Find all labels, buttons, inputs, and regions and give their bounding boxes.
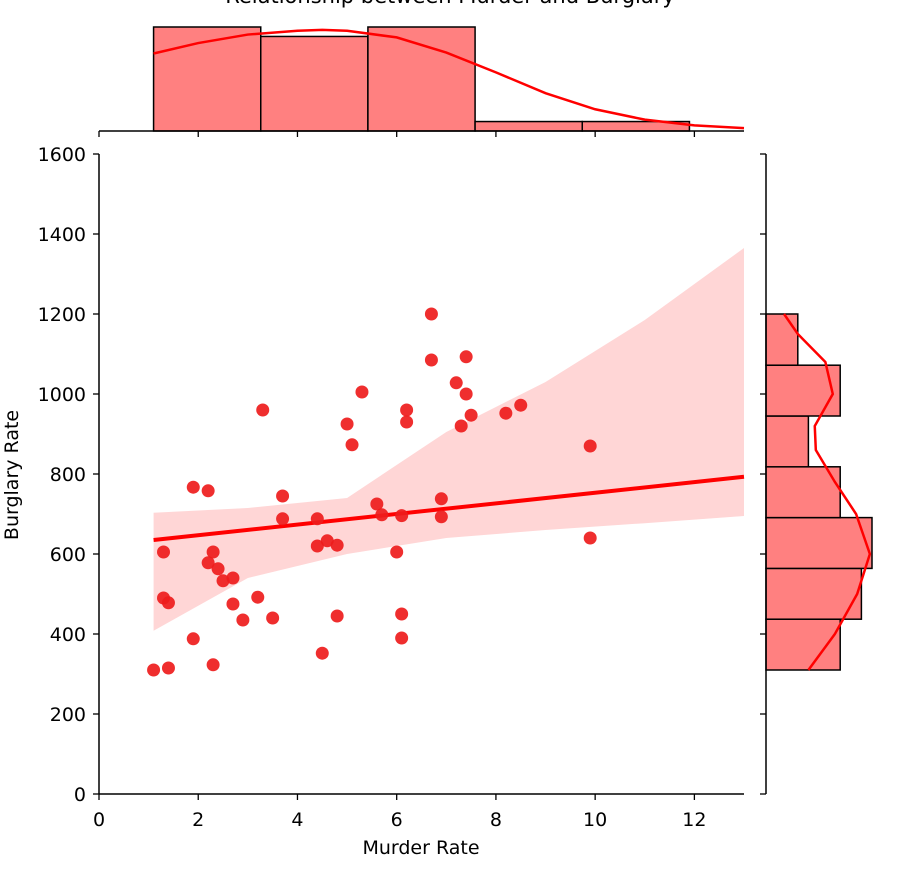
scatter-point [201, 484, 215, 498]
scatter-point [276, 489, 290, 503]
x-tick-label: 0 [93, 809, 105, 831]
y-tick-label: 200 [50, 704, 86, 726]
scatter-point [236, 613, 250, 627]
x-axis-label: Murder Rate [362, 837, 479, 859]
x-tick-label: 10 [583, 809, 607, 831]
scatter-point [459, 350, 473, 364]
scatter-point [499, 406, 513, 420]
right-hist-bar [765, 618, 841, 671]
top-kde-curve [153, 28, 745, 130]
top-marginal-histogram [98, 26, 745, 137]
y-tick-label: 1400 [38, 224, 86, 246]
scatter-point [340, 417, 354, 431]
y-tick-label: 0 [74, 784, 86, 806]
scatter-point [310, 512, 324, 526]
scatter-point [355, 385, 369, 399]
scatter-point [147, 663, 161, 677]
scatter-point [276, 512, 290, 526]
regression-line [153, 474, 745, 542]
scatter-point [424, 307, 438, 321]
scatter-point [211, 562, 225, 576]
top-hist-bar [474, 120, 584, 132]
x-tick-label: 12 [682, 809, 706, 831]
scatter-point [226, 571, 240, 585]
scatter-point [315, 646, 329, 660]
scatter-point [395, 607, 409, 621]
scatter-point [449, 376, 463, 390]
right-hist-bar [765, 516, 873, 570]
confidence-band [153, 248, 745, 631]
scatter-point [310, 539, 324, 553]
chart-title: Relationship between Murder and Burglary [225, 0, 675, 8]
scatter-point [216, 574, 230, 588]
scatter-point [390, 545, 404, 559]
scatter-point [206, 545, 220, 559]
scatter-point [400, 403, 414, 417]
y-tick-label: 400 [50, 624, 86, 646]
scatter-point [459, 387, 473, 401]
y-tick-label: 600 [50, 544, 86, 566]
y-tick-label: 1200 [38, 304, 86, 326]
scatter-point [400, 415, 414, 429]
scatter-point [161, 596, 175, 610]
right-marginal-histogram [760, 153, 873, 795]
scatter-point [370, 497, 384, 511]
scatter-point [226, 597, 240, 611]
scatter-point [395, 509, 409, 523]
top-hist-bar [367, 26, 476, 132]
scatter-point [320, 534, 334, 548]
right-hist-bar [765, 313, 799, 366]
scatter-point [186, 632, 200, 646]
y-tick-label: 1600 [38, 144, 86, 166]
scatter-point [330, 538, 344, 552]
scatter-point [201, 556, 215, 570]
right-kde-curve [782, 313, 872, 671]
y-tick-label: 800 [50, 464, 86, 486]
scatter-point [434, 492, 448, 506]
scatter-point [514, 398, 528, 412]
scatter-point [266, 611, 280, 625]
scatter-point [424, 353, 438, 367]
scatter-point [161, 661, 175, 675]
y-axis-label: Burglary Rate [1, 410, 23, 540]
scatter-point [157, 545, 170, 559]
scatter-point [583, 439, 597, 453]
scatter-point [186, 480, 200, 494]
scatter-point [206, 658, 220, 672]
scatter-point [434, 510, 448, 524]
scatter-point [251, 590, 265, 604]
axes-layer: 0 2 4 6 8 10 12 0 200 400 600 800 1000 1200 1400 1600 [38, 144, 744, 831]
confidence-band-layer [153, 248, 745, 631]
x-tick-label: 8 [490, 809, 502, 831]
scatter-point [454, 419, 468, 433]
scatter-point [345, 438, 359, 452]
scatter-point [375, 508, 389, 522]
scatter-point [464, 408, 478, 422]
scatter-point [395, 631, 409, 645]
top-hist-bar [152, 26, 262, 132]
scatter-points-layer [147, 307, 597, 677]
right-hist-bar [765, 415, 810, 468]
top-hist-bar [259, 35, 369, 132]
x-tick-label: 6 [391, 809, 403, 831]
scatter-point [583, 531, 597, 545]
x-tick-label: 2 [192, 809, 204, 831]
scatter-point [256, 403, 270, 417]
scatter-point [330, 609, 344, 623]
y-tick-label: 1000 [38, 384, 86, 406]
x-tick-label: 4 [291, 809, 303, 831]
